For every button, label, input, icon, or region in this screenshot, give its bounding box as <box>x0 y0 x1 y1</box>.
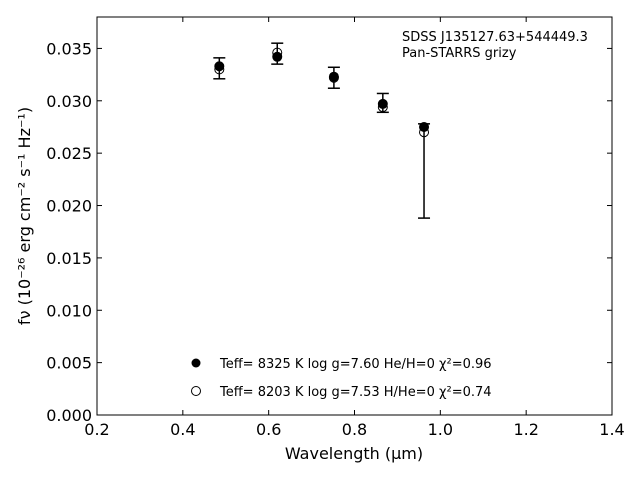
data-point-open <box>377 102 388 113</box>
legend-marker-open <box>191 386 201 396</box>
y-tick-label: 0.020 <box>46 197 92 216</box>
x-tick-label: 0.2 <box>84 420 109 439</box>
y-axis-label: fν (10⁻²⁶ erg cm⁻² s⁻¹ Hz⁻¹) <box>15 107 34 325</box>
axis-ticks: 0.2 0.4 0.6 0.8 1.0 1.2 1.4 0.000 0.005 0.010 0.01… <box>46 17 625 439</box>
legend: Teff= 8325 K log g=7.60 He/H=0 χ²=0.96 T… <box>191 357 492 400</box>
data-point-filled <box>377 98 388 109</box>
x-tick-label: 1.2 <box>513 420 538 439</box>
annotation-survey: Pan-STARRS grizy <box>402 46 517 61</box>
data-point-filled <box>214 61 225 72</box>
y-tick-label: 0.025 <box>46 144 92 163</box>
legend-marker-filled <box>191 358 201 368</box>
x-tick-label: 0.4 <box>170 420 195 439</box>
x-tick-label: 1.0 <box>428 420 453 439</box>
y-tick-label: 0.005 <box>46 354 92 373</box>
x-tick-label: 0.6 <box>256 420 281 439</box>
y-tick-label: 0.010 <box>46 301 92 320</box>
data-point-open <box>214 64 225 75</box>
y-tick-label: 0.030 <box>46 92 92 111</box>
x-tick-label: 0.8 <box>342 420 367 439</box>
y-tick-label: 0.000 <box>46 406 92 425</box>
data-points <box>214 47 430 138</box>
annotation-object: SDSS J135127.63+544449.3 <box>402 30 588 45</box>
y-tick-label: 0.015 <box>46 249 92 268</box>
data-point-open <box>328 72 339 83</box>
legend-label-2: Teff= 8203 K log g=7.53 H/He=0 χ²=0.74 <box>219 385 492 400</box>
error-bars <box>213 42 431 219</box>
x-axis-label: Wavelength (μm) <box>285 444 423 463</box>
data-point-open <box>272 47 283 58</box>
legend-label-1: Teff= 8325 K log g=7.60 He/H=0 χ²=0.96 <box>219 357 492 372</box>
plot-frame <box>96 16 613 416</box>
data-point-filled <box>419 121 430 132</box>
x-tick-label: 1.4 <box>599 420 624 439</box>
data-point-open <box>419 127 430 138</box>
y-tick-label: 0.035 <box>46 39 92 58</box>
